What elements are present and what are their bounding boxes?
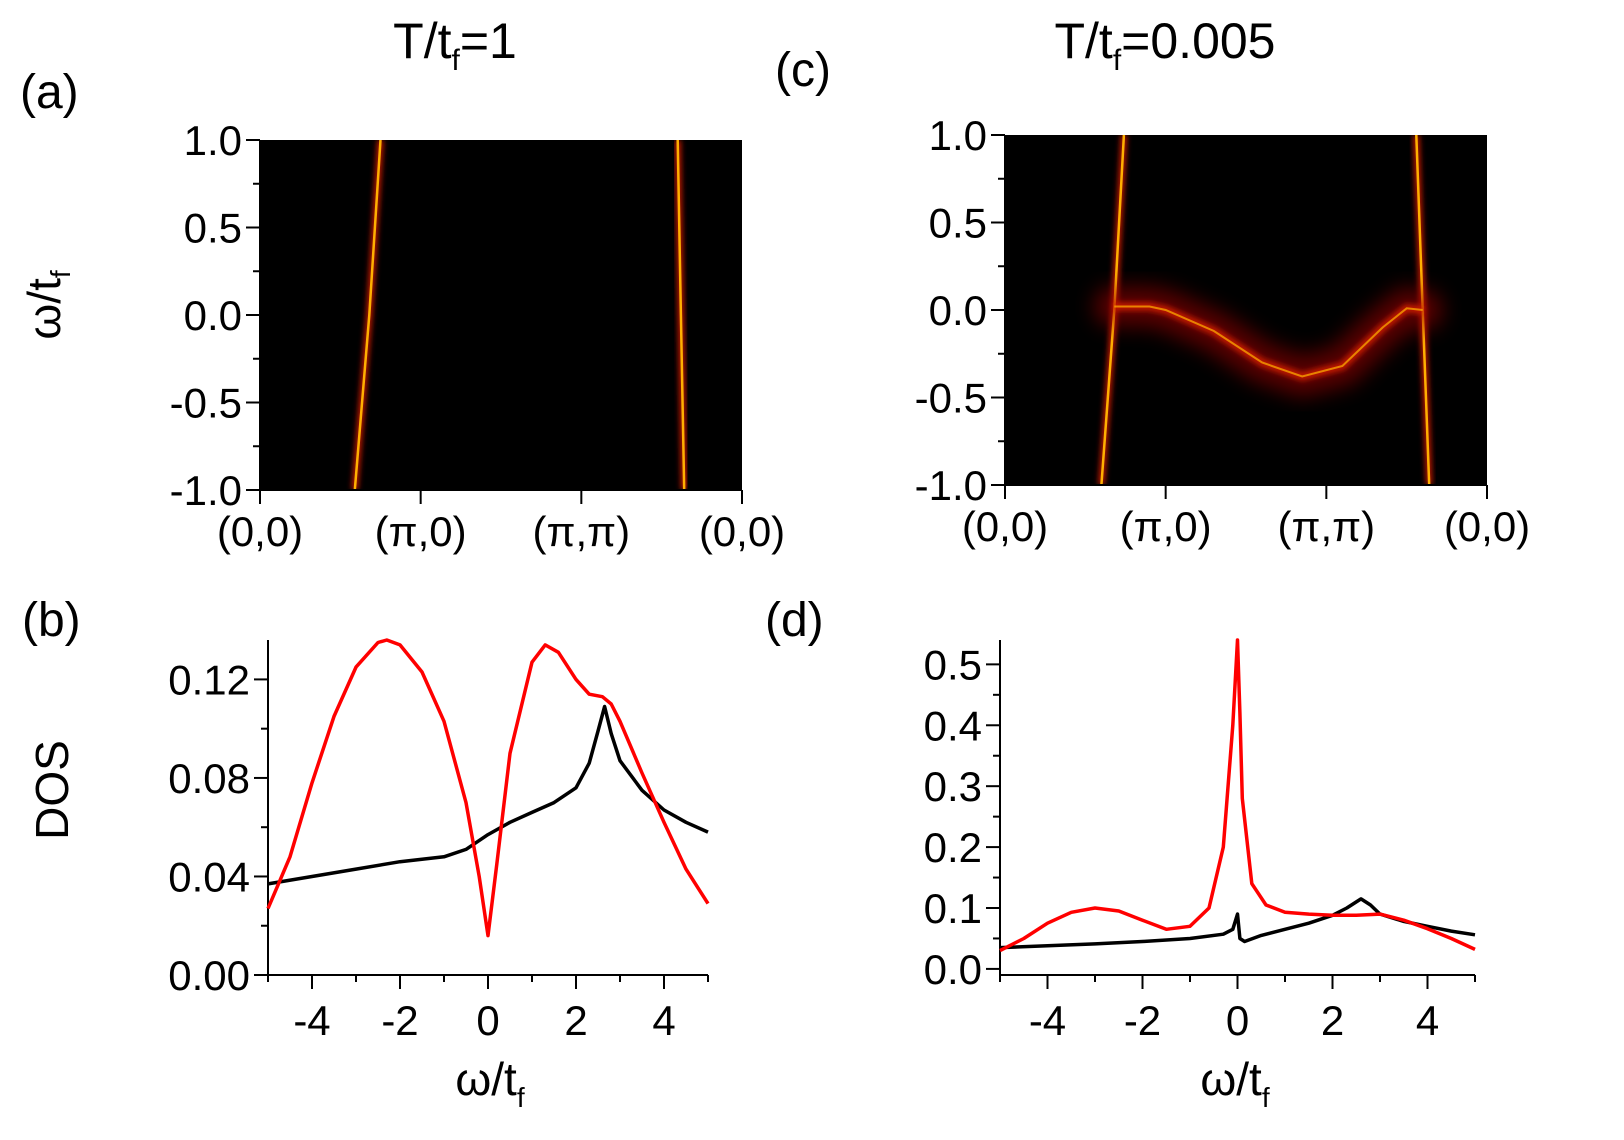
- y-tick-label: 1.0: [184, 117, 242, 164]
- x-tick-label: (0,0): [699, 508, 785, 555]
- x-tick-label: 2: [1321, 997, 1344, 1044]
- x-tick-label: -2: [1124, 997, 1161, 1044]
- y-tick-label: 0.5: [929, 200, 987, 247]
- panel-d-label: (d): [765, 594, 824, 647]
- x-tick-label: (0,0): [217, 508, 303, 555]
- panel-c-title: T/tf=0.005: [1055, 13, 1276, 77]
- y-tick-label: 0.0: [929, 287, 987, 334]
- y-tick-label: 0.0: [924, 946, 982, 993]
- y-tick-label: -1.0: [170, 467, 242, 514]
- panel-d-plot: 0.0 0.1 0.2 0.3 0.4 0.5 -4 -2 0 2 4: [924, 638, 1476, 1044]
- x-tick-label: 0: [476, 997, 499, 1044]
- map-background: [260, 140, 742, 490]
- y-tick-label: 1.0: [929, 112, 987, 159]
- panel-a-ylabel: ω/tf: [18, 270, 76, 339]
- panel-c-heatmap: 1.00.50.0-0.5-1.0(0,0) (π,0) (π,π) (0,0): [915, 112, 1531, 550]
- y-tick-label: 0.4: [924, 702, 982, 749]
- x-tick-label: (0,0): [962, 503, 1048, 550]
- panel-a-label: (a): [20, 66, 79, 119]
- y-tick-label: 0.3: [924, 763, 982, 810]
- panel-b-ylabel: DOS: [26, 740, 78, 840]
- y-tick-label: 0.0: [184, 292, 242, 339]
- x-tick-label: 4: [1416, 997, 1439, 1044]
- y-tick-label: 0.08: [168, 755, 250, 802]
- panel-a-title: T/tf=1: [393, 13, 517, 77]
- x-tick-label: (π,π): [1278, 503, 1376, 550]
- y-tick-label: 0.00: [168, 952, 250, 999]
- flat-band: [1114, 305, 1423, 378]
- map-content: [1094, 135, 1443, 485]
- x-tick-label: -4: [1029, 997, 1066, 1044]
- x-tick-label: (0,0): [1444, 503, 1530, 550]
- x-tick-label: -2: [381, 997, 418, 1044]
- y-tick-label: -0.5: [170, 380, 242, 427]
- y-tick-label: 0.04: [168, 853, 250, 900]
- panel-d-xlabel: ω/tf: [1200, 1053, 1269, 1113]
- x-tick-label: 0: [1226, 997, 1249, 1044]
- y-tick-label: 0.1: [924, 885, 982, 932]
- y-tick-label: -1.0: [915, 462, 987, 509]
- panel-b-label: (b): [22, 594, 81, 647]
- y-tick-label: -0.5: [915, 375, 987, 422]
- y-tick-label: 0.2: [924, 824, 982, 871]
- series-black: [999, 897, 1476, 950]
- x-tick-label: -4: [293, 997, 330, 1044]
- x-tick-label: (π,π): [533, 508, 631, 555]
- y-tick-label: 0.5: [924, 641, 982, 688]
- x-tick-label: 2: [564, 997, 587, 1044]
- panel-b-xlabel: ω/tf: [455, 1053, 524, 1113]
- y-tick-label: 0.12: [168, 656, 250, 703]
- x-tick-label: 4: [652, 997, 675, 1044]
- series-red: [999, 638, 1476, 953]
- y-tick-label: 0.5: [184, 205, 242, 252]
- series-red: [266, 638, 710, 938]
- panel-c-label: (c): [775, 44, 831, 97]
- x-tick-label: (π,0): [1120, 503, 1212, 550]
- panel-b-plot: 0.00 0.04 0.08 0.12 -4 -2 0 2 4: [168, 638, 710, 1044]
- panel-a-heatmap: 1.00.50.0-0.5-1.0(0,0) (π,0) (π,π) (0,0): [170, 117, 786, 555]
- series-black: [267, 704, 709, 886]
- map-content: [351, 140, 688, 490]
- band-right: [676, 140, 686, 490]
- band-left: [353, 140, 382, 490]
- x-tick-label: (π,0): [375, 508, 467, 555]
